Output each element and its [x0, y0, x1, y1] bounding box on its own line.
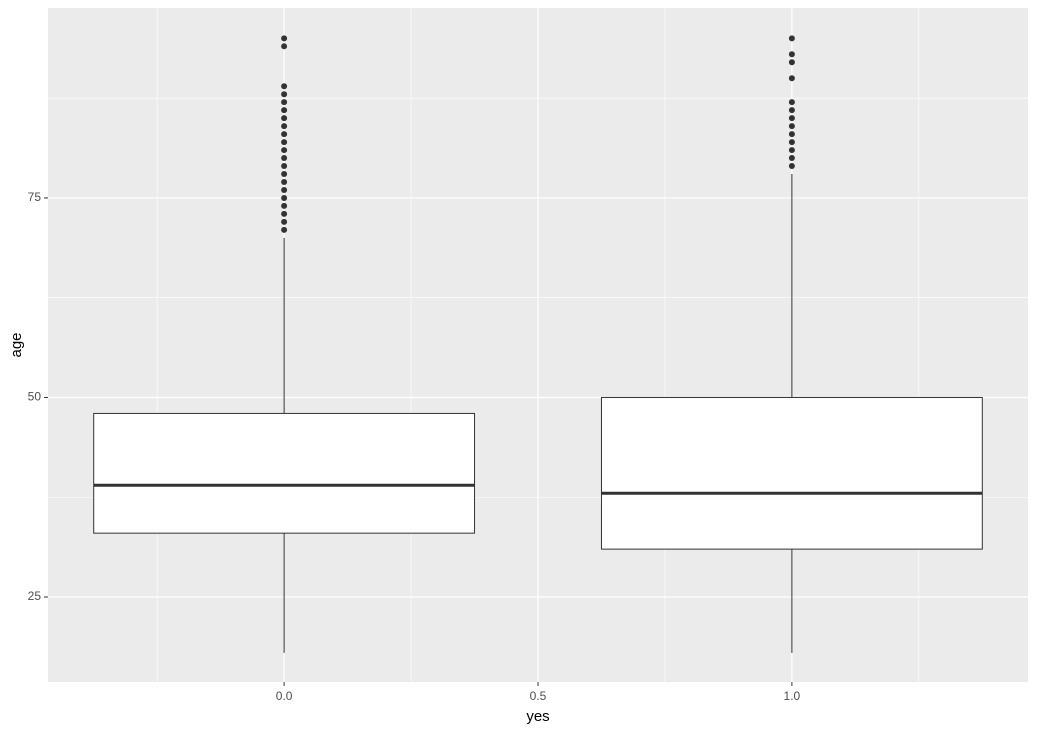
outlier: [788, 35, 795, 42]
outlier: [281, 155, 288, 162]
x-tick-label: 1.0: [784, 689, 801, 703]
outlier: [281, 147, 288, 154]
outlier: [281, 123, 288, 130]
outlier: [788, 75, 795, 82]
outlier: [281, 139, 288, 146]
outlier: [788, 139, 795, 146]
outlier: [281, 194, 288, 201]
outlier: [281, 35, 288, 42]
outlier: [788, 123, 795, 130]
outlier: [281, 99, 288, 106]
outlier: [281, 107, 288, 114]
outlier: [281, 91, 288, 98]
outlier: [281, 178, 288, 185]
y-tick-label: 50: [28, 390, 42, 404]
x-tick-label: 0.0: [276, 689, 293, 703]
outlier: [788, 59, 795, 66]
outlier: [788, 115, 795, 122]
outlier: [281, 171, 288, 178]
outlier: [281, 83, 288, 90]
outlier: [281, 210, 288, 217]
outlier: [281, 186, 288, 193]
outlier: [788, 99, 795, 106]
outlier: [281, 43, 288, 50]
outlier: [788, 163, 795, 170]
box: [600, 396, 983, 550]
outlier: [281, 115, 288, 122]
y-axis-title: age: [8, 332, 25, 357]
x-tick-label: 0.5: [530, 689, 547, 703]
outlier: [788, 147, 795, 154]
outlier: [788, 51, 795, 58]
outlier: [788, 155, 795, 162]
outlier: [281, 163, 288, 170]
outlier: [281, 218, 288, 225]
y-tick-label: 25: [28, 589, 42, 603]
outlier: [788, 107, 795, 114]
outlier: [281, 226, 288, 233]
y-tick-label: 75: [28, 190, 42, 204]
outlier: [281, 202, 288, 209]
x-axis-title: yes: [526, 708, 549, 725]
outlier: [788, 131, 795, 138]
box: [93, 412, 476, 534]
outlier: [281, 131, 288, 138]
